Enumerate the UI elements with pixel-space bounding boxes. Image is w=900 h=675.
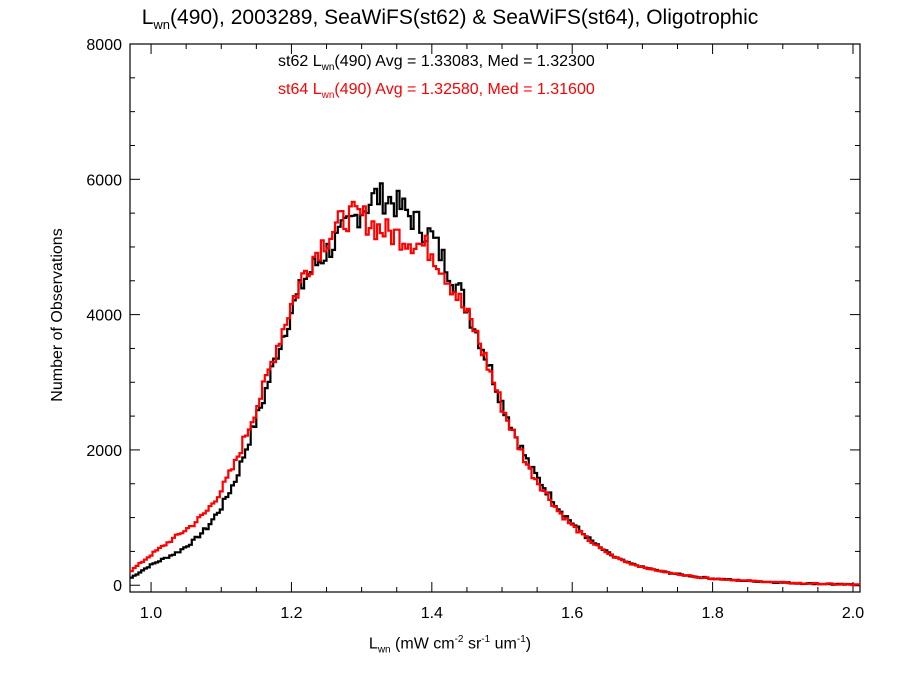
x-tick-label: 1.4 xyxy=(421,605,443,622)
x-tick-label: 1.2 xyxy=(280,605,302,622)
annotation-st62: st62 Lwn(490) Avg = 1.33083, Med = 1.323… xyxy=(278,53,595,74)
y-tick-label: 2000 xyxy=(86,443,122,460)
x-tick-label: 1.8 xyxy=(701,605,723,622)
x-tick-label: 2.0 xyxy=(842,605,864,622)
chart-title: Lwn(490), 2003289, SeaWiFS(st62) & SeaWi… xyxy=(141,6,759,33)
y-tick-label: 4000 xyxy=(86,308,122,325)
x-axis-label: Lwn (mW cm-2 sr-1 um-1) xyxy=(368,634,532,656)
series-st64-histogram xyxy=(130,200,860,587)
plot-frame xyxy=(129,43,861,593)
x-tick-label: 1.6 xyxy=(561,605,583,622)
x-tick-label: 1.0 xyxy=(140,605,162,622)
axis-ticks: 1.0 1.2 1.4 1.6 1.8 2.0 0 2000 4000 6000 8000 xyxy=(86,37,864,622)
annotation-st64: st64 Lwn(490) Avg = 1.32580, Med = 1.316… xyxy=(278,81,595,102)
y-tick-label: 8000 xyxy=(86,37,122,54)
y-tick-label: 0 xyxy=(113,578,122,595)
series-group xyxy=(130,182,860,587)
y-tick-label: 6000 xyxy=(86,172,122,189)
